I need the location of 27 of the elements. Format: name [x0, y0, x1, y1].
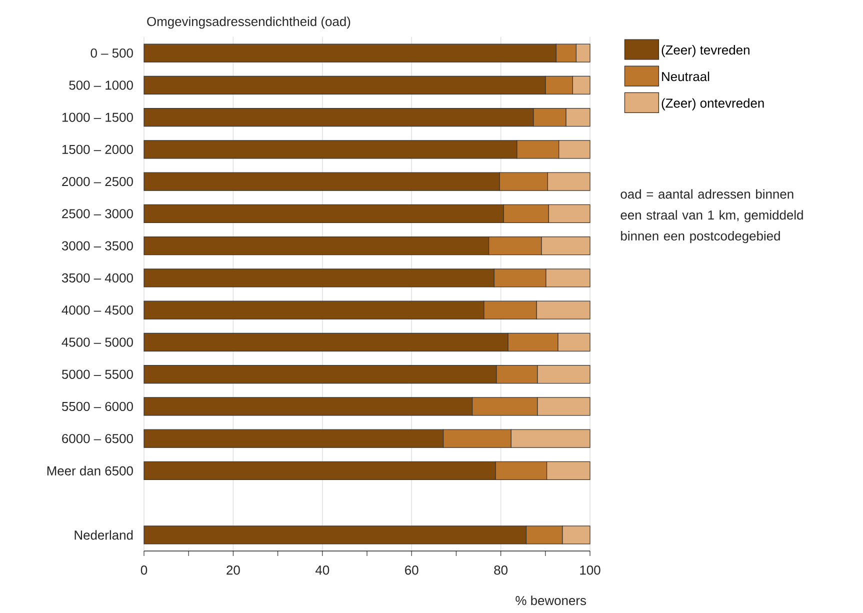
- y-tick-label: 1500 – 2000: [62, 144, 133, 154]
- y-tick-label: Nederland: [74, 530, 133, 540]
- text: oad = aantal adressen binnen een straal van 1 km, gemiddeld binnen een postcodegebied: [620, 189, 803, 244]
- y-tick-label: 5000 – 5500: [62, 370, 133, 379]
- y-tick-label: 500 – 1000: [69, 80, 133, 90]
- x-tick-label: 0: [140, 566, 148, 575]
- y-tick-label: 6000 – 6500: [62, 434, 133, 444]
- legend-label: Neutraal: [662, 72, 710, 82]
- legend-label: (Zeer) ontevreden: [662, 98, 764, 110]
- y-tick-label: 4000 – 4500: [62, 305, 133, 315]
- y-tick-label: 0 – 500: [90, 48, 133, 58]
- x-tick-label: 20: [226, 566, 240, 575]
- y-tick-label: 3500 – 4000: [62, 273, 133, 283]
- x-axis-title: % bewoners: [516, 596, 586, 606]
- y-tick-label: Meer dan 6500: [47, 466, 133, 476]
- legend-label: (Zeer) tevreden: [662, 45, 750, 58]
- y-tick-label: 2000 – 2500: [62, 176, 133, 186]
- x-tick-label: 60: [405, 566, 418, 575]
- y-tick-label: 2500 – 3000: [62, 209, 133, 218]
- chart-title: Omgevingsadressendichtheid (oad): [147, 16, 350, 29]
- x-tick-label: 40: [315, 566, 330, 575]
- x-tick-label: 80: [494, 566, 508, 575]
- y-tick-label: 1000 – 1500: [62, 112, 133, 122]
- y-tick-label: 4500 – 5000: [62, 338, 133, 347]
- x-tick-label: 100: [580, 566, 600, 575]
- y-tick-label: 3000 – 3500: [62, 241, 133, 250]
- y-tick-label: 5500 – 6000: [62, 402, 133, 412]
